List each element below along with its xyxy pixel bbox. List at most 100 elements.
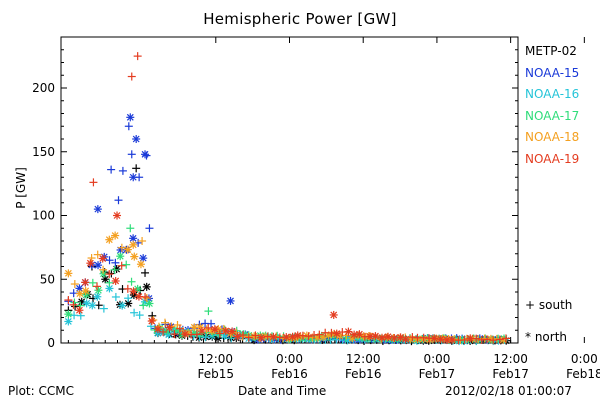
south-marker <box>159 327 168 336</box>
south-marker <box>472 334 481 343</box>
x-tick-time-label: 12:00 <box>493 352 528 366</box>
south-marker <box>99 265 108 274</box>
north-marker <box>116 252 125 261</box>
south-marker <box>124 122 133 131</box>
north-marker <box>88 301 97 310</box>
north-marker <box>228 327 237 336</box>
north-marker <box>430 334 439 343</box>
north-marker <box>141 150 150 159</box>
y-tick-label: 0 <box>47 336 55 350</box>
north-marker <box>93 292 102 301</box>
north-marker <box>269 332 278 341</box>
south-marker <box>408 333 417 342</box>
south-marker <box>127 277 136 286</box>
legend-item: METP-02 <box>525 44 577 58</box>
south-marker <box>483 335 492 344</box>
north-marker <box>136 260 145 269</box>
x-axis-label: Date and Time <box>238 384 327 398</box>
south-marker <box>126 224 135 233</box>
south-marker <box>135 311 144 320</box>
north-marker <box>233 332 242 341</box>
south-marker <box>110 265 119 274</box>
legend: METP-02 NOAA-15 NOAA-16 NOAA-17 NOAA-18 NOAA-… <box>525 44 579 173</box>
north-marker <box>198 327 207 336</box>
north-marker <box>401 335 410 344</box>
north-marker <box>129 240 138 249</box>
north-marker <box>129 287 138 296</box>
x-tick-date-label: Feb17 <box>492 367 529 381</box>
south-marker <box>495 335 504 344</box>
x-tick-time-label: 0:00 <box>571 352 598 366</box>
south-marker <box>89 178 98 187</box>
south-marker <box>71 302 80 311</box>
south-marker <box>70 311 79 320</box>
south-marker <box>117 243 126 252</box>
legend-item: NOAA-17 <box>525 108 580 123</box>
y-tick-label: 200 <box>32 81 55 95</box>
axes: 05010015020012:00Feb150:00Feb1612:00Feb1… <box>32 36 600 381</box>
south-marker <box>142 151 151 160</box>
north-marker <box>147 317 156 326</box>
south-marker <box>142 294 151 303</box>
north-marker <box>132 135 141 143</box>
north-marker <box>145 299 154 308</box>
north-marker <box>64 317 73 326</box>
x-tick-date-label: Feb18 <box>566 367 600 381</box>
x-tick-date-label: Feb16 <box>271 367 308 381</box>
legend-item: NOAA-19 <box>525 151 580 166</box>
north-marker <box>113 211 122 220</box>
x-tick-time-label: 12:00 <box>346 352 381 366</box>
south-marker <box>70 280 79 289</box>
north-marker <box>332 329 341 338</box>
north-marker <box>344 327 353 336</box>
x-tick-date-label: Feb15 <box>198 367 235 381</box>
south-marker <box>117 261 126 270</box>
north-marker <box>86 259 95 268</box>
south-marker <box>141 292 150 301</box>
south-marker <box>127 72 136 81</box>
south-marker <box>105 278 114 287</box>
south-marker <box>145 224 154 233</box>
chart-title: Hemispheric Power [GW] <box>203 10 397 28</box>
north-marker <box>371 332 380 341</box>
south-marker <box>489 336 498 345</box>
south-marker <box>175 324 184 333</box>
south-marker <box>327 328 336 337</box>
north-marker <box>142 282 151 291</box>
footer-timestamp: 2012/02/18 01:00:07 <box>445 384 572 398</box>
south-marker <box>87 254 96 263</box>
north-marker <box>250 332 259 341</box>
south-marker <box>132 164 141 173</box>
north-marker <box>329 310 338 319</box>
south-marker <box>127 150 136 159</box>
y-tick-label: 50 <box>40 272 55 286</box>
x-tick-date-label: Feb16 <box>345 367 382 381</box>
south-marker <box>118 166 127 175</box>
south-marker <box>192 330 201 339</box>
symbol-legend-item: + south <box>525 298 572 330</box>
symbol-legend-item: * north <box>525 330 572 362</box>
south-marker <box>114 196 123 205</box>
north-marker <box>134 292 143 301</box>
north-marker <box>165 323 174 332</box>
legend-item: NOAA-15 <box>525 65 580 80</box>
south-marker <box>107 165 116 174</box>
north-marker <box>81 278 90 287</box>
north-marker <box>101 275 110 284</box>
north-marker <box>64 269 73 278</box>
south-marker <box>135 173 144 182</box>
south-marker <box>170 330 179 339</box>
legend-item: NOAA-16 <box>525 87 580 101</box>
x-tick-time-label: 0:00 <box>276 352 303 366</box>
symbol-glyph: + <box>525 298 536 312</box>
south-marker <box>501 334 510 343</box>
north-marker <box>111 231 120 240</box>
north-marker <box>390 334 399 343</box>
south-marker <box>122 260 131 269</box>
north-marker <box>180 330 189 339</box>
symbol-glyph: * <box>525 330 531 344</box>
south-marker <box>76 301 85 310</box>
north-marker <box>98 254 107 263</box>
south-marker <box>105 256 114 265</box>
x-tick-time-label: 0:00 <box>423 352 450 366</box>
